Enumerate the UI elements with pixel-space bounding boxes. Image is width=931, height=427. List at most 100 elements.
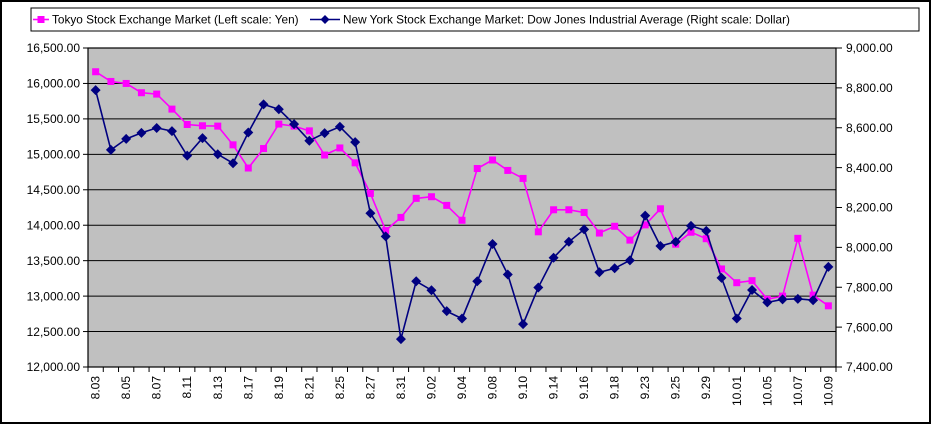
ny-data-marker [441, 306, 452, 317]
tokyo-data-marker [351, 159, 359, 167]
tokyo-data-marker [656, 205, 664, 213]
tokyo-data-marker [809, 291, 817, 299]
x-axis-label: 8.13 [211, 376, 225, 400]
legend-ny-diamond-icon [320, 15, 330, 24]
tokyo-data-marker [412, 194, 420, 202]
ny-data-marker [319, 128, 330, 139]
x-axis-label: 8.21 [302, 376, 316, 400]
ny-data-marker [197, 133, 208, 144]
tokyo-data-marker [168, 105, 176, 113]
x-axis-label: 8.17 [241, 376, 255, 400]
ny-data-marker [472, 276, 483, 287]
ny-data-marker [640, 210, 651, 221]
tokyo-data-marker [794, 234, 802, 242]
x-axis-label: 10.05 [760, 376, 774, 406]
ny-data-marker [716, 272, 727, 283]
x-axis-label: 9.10 [516, 376, 530, 400]
x-axis-label: 9.25 [669, 376, 683, 400]
tokyo-data-marker [427, 193, 435, 201]
ny-data-marker [426, 285, 437, 296]
ny-data-marker [273, 104, 284, 115]
y-axis-left-label: 12,500.00 [27, 325, 81, 339]
ny-data-marker [670, 236, 681, 247]
ny-data-marker [594, 267, 605, 278]
tokyo-data-marker [198, 122, 206, 130]
y-axis-right-label: 8,200.00 [846, 201, 893, 215]
tokyo-data-marker [824, 302, 832, 310]
x-axis-label: 10.01 [730, 376, 744, 406]
y-axis-right-label: 8,000.00 [846, 241, 893, 255]
x-axis-label: 8.07 [150, 376, 164, 400]
tokyo-data-marker [733, 279, 741, 287]
tokyo-data-marker [122, 79, 130, 87]
ny-data-marker [151, 122, 162, 133]
tokyo-data-marker [550, 206, 558, 214]
y-axis-left-label: 15,500.00 [27, 112, 81, 126]
tokyo-data-marker [366, 189, 374, 197]
tokyo-data-marker [519, 174, 527, 182]
tokyo-data-marker [214, 122, 222, 130]
ny-data-marker [105, 144, 116, 155]
tokyo-data-marker [504, 166, 512, 174]
legend [30, 7, 920, 32]
ny-data-marker [533, 282, 544, 293]
y-axis-right-label: 7,800.00 [846, 280, 893, 294]
ny-data-marker [90, 85, 101, 96]
tokyo-data-marker [244, 164, 252, 172]
ny-data-marker [762, 297, 773, 308]
ny-data-marker [792, 293, 803, 304]
ny-data-marker [777, 294, 788, 305]
ny-data-marker [411, 276, 422, 287]
y-axis-right-label: 8,600.00 [846, 121, 893, 135]
chart-canvas: 16,500.00 16,000.00 15,500.00 15,000.00 14,5… [27, 7, 920, 406]
tokyo-data-marker [137, 89, 145, 97]
tokyo-data-marker [626, 236, 634, 244]
y-axis-left-label: 16,500.00 [27, 41, 81, 55]
ny-data-marker [823, 261, 834, 272]
ny-data-marker [747, 285, 758, 296]
tokyo-data-marker [611, 222, 619, 230]
ny-data-marker [808, 295, 819, 306]
tokyo-data-marker [534, 228, 542, 236]
ny-data-marker [579, 224, 590, 235]
x-axis-label: 8.25 [333, 376, 347, 400]
tokyo-data-marker [473, 165, 481, 173]
ny-data-marker [258, 99, 269, 110]
tokyo-data-marker [275, 120, 283, 128]
ny-data-marker [518, 319, 529, 330]
ny-data-marker [624, 255, 635, 266]
ny-data-marker [289, 119, 300, 130]
tokyo-data-marker [107, 77, 115, 85]
x-axis-label: 8.27 [363, 376, 377, 400]
y-axis-left-label: 14,000.00 [27, 218, 81, 232]
x-axis-label: 9.02 [424, 376, 438, 400]
tokyo-data-marker [397, 213, 405, 221]
x-axis-label: 9.16 [577, 376, 591, 400]
tokyo-data-marker [641, 221, 649, 229]
x-axis-label: 8.11 [180, 376, 194, 399]
tokyo-data-marker [580, 208, 588, 216]
tokyo-data-marker [702, 235, 710, 243]
tokyo-data-marker [321, 151, 329, 159]
legend-item-ny: New York Stock Exchange Market: Dow Jone… [343, 13, 790, 27]
x-axis-label: 8.03 [89, 376, 103, 400]
tokyo-data-marker [229, 141, 237, 149]
ny-data-marker [166, 126, 177, 137]
x-axis-label: 8.05 [119, 376, 133, 400]
ny-data-marker [655, 240, 666, 251]
ny-data-marker [548, 252, 559, 263]
ny-data-marker [380, 231, 391, 242]
tokyo-data-marker [92, 68, 100, 76]
x-axis-label: 9.18 [608, 376, 622, 400]
legend-tokyo-square-icon [37, 16, 45, 23]
ny-data-marker [701, 225, 712, 236]
tokyo-data-marker [183, 120, 191, 128]
tokyo-data-marker [336, 144, 344, 152]
ny-data-marker [228, 158, 239, 169]
y-axis-right-label: 7,400.00 [846, 360, 893, 374]
tokyo-data-marker [443, 201, 451, 209]
y-axis-right-label: 7,600.00 [846, 320, 893, 334]
ny-data-marker [136, 127, 147, 138]
ny-data-marker [685, 220, 696, 231]
y-axis-left-label: 12,000.00 [27, 360, 81, 374]
